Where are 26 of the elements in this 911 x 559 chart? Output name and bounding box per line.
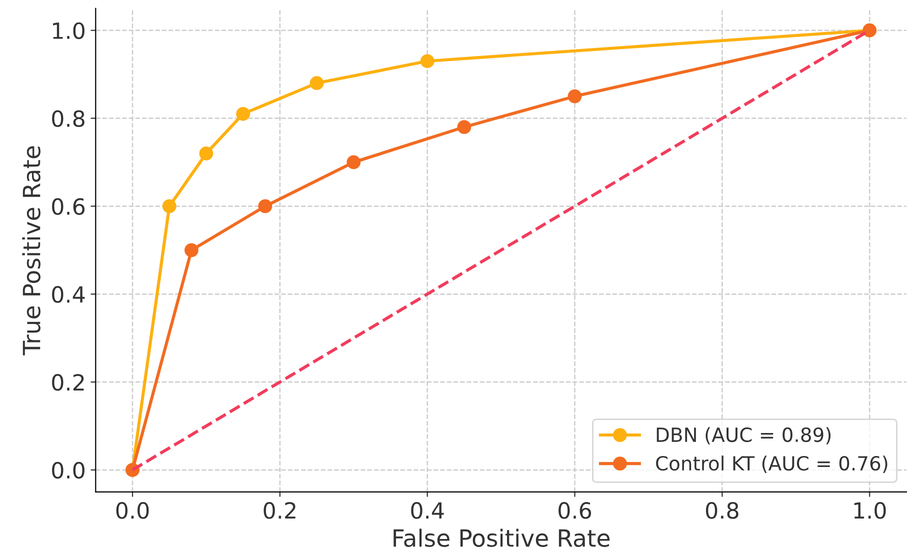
point xyxy=(420,54,434,68)
x-axis-title: False Positive Rate xyxy=(394,528,610,547)
point xyxy=(199,146,214,160)
x-tick-label: 1.0 xyxy=(854,502,886,519)
x-tick-label: 0.6 xyxy=(558,502,592,519)
legend-label: Control KT (AUC = 0.76) xyxy=(656,456,888,473)
y-tick-label: 1.0 xyxy=(53,22,84,40)
x-tick-label: 0.4 xyxy=(411,502,444,519)
x-tick-label: 0.0 xyxy=(116,502,149,519)
y-tick-label: 0.8 xyxy=(52,110,84,128)
x-tick-label: 0.2 xyxy=(264,502,296,519)
y-tick-label: 0.6 xyxy=(52,198,85,215)
legend-label: DBN (AUC = 0.89) xyxy=(656,427,831,444)
y-tick-label: 0.2 xyxy=(52,374,84,391)
x-tick-label: 0.8 xyxy=(706,502,738,519)
point xyxy=(236,106,250,121)
y-tick-label: 0.0 xyxy=(52,462,84,479)
point xyxy=(184,243,198,258)
point xyxy=(346,155,361,170)
y-tick-label: 0.4 xyxy=(52,286,85,303)
point xyxy=(162,199,176,214)
point xyxy=(457,120,472,134)
point xyxy=(310,76,324,90)
point xyxy=(568,89,582,104)
point xyxy=(258,199,272,214)
y-axis-title: True Positive Rate xyxy=(22,146,40,356)
